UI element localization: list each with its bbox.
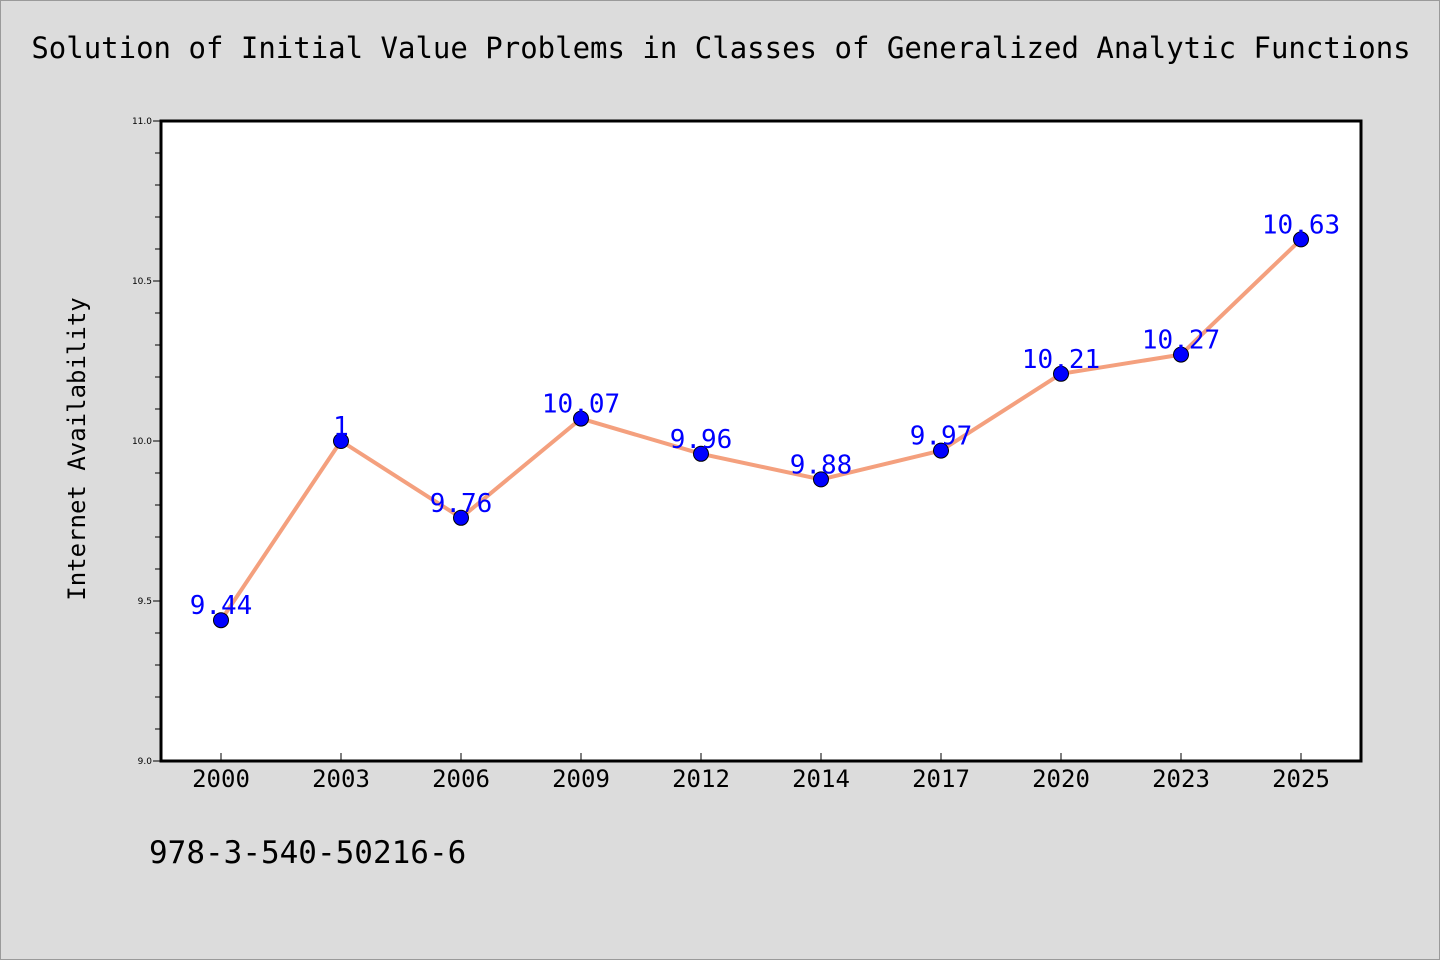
data-point — [573, 410, 589, 427]
y-tick-label: 9.5 — [138, 597, 152, 607]
x-axis: 2000 2003 2006 2009 2012 2014 2017 2020 2023 2025 — [192, 753, 1330, 793]
series-line — [219, 237, 1303, 623]
x-tick-label: 2020 — [1032, 765, 1090, 793]
data-point — [1173, 346, 1189, 363]
data-point — [333, 433, 349, 449]
plot-area — [159, 119, 1363, 763]
isbn-annotation: 978-3-540-50216-6 — [149, 835, 467, 871]
data-label: 9.76 — [430, 489, 493, 519]
y-tick-label: 10.5 — [132, 277, 152, 287]
y-axis-label: Internet Availability — [63, 297, 91, 600]
data-label: 10.27 — [1142, 326, 1220, 356]
y-axis: 9.0 9.5 10.0 10.5 11.0 — [132, 117, 161, 767]
x-tick-label: 2025 — [1272, 765, 1330, 793]
x-tick-label: 2003 — [312, 765, 370, 793]
data-point — [693, 445, 709, 462]
data-label: 10.63 — [1262, 210, 1340, 240]
data-point — [933, 442, 949, 459]
data-label: 1 — [333, 412, 349, 442]
series-layer: 9.44 1 9.76 10.07 9.96 9.88 9.97 10.21 10.27 10.6… — [190, 210, 1340, 629]
x-tick-label: 2023 — [1152, 765, 1210, 793]
data-label: 9.44 — [190, 591, 253, 621]
data-label: 9.97 — [910, 422, 973, 452]
x-tick-label: 2014 — [792, 765, 850, 793]
y-tick-label: 10.0 — [132, 437, 152, 447]
data-point — [813, 471, 829, 488]
y-tick-label: 11.0 — [132, 117, 152, 127]
x-tick-label: 2006 — [432, 765, 490, 793]
y-tick-label: 9.0 — [138, 757, 153, 767]
data-label: 9.88 — [790, 450, 853, 480]
x-tick-label: 2017 — [912, 765, 970, 793]
data-point — [1053, 365, 1069, 382]
chart-title: Solution of Initial Value Problems in Cl… — [31, 31, 1411, 65]
data-point — [1293, 231, 1309, 248]
data-label: 9.96 — [670, 425, 733, 455]
data-point — [213, 612, 229, 629]
x-tick-label: 2009 — [552, 765, 610, 793]
x-tick-label: 2000 — [192, 765, 250, 793]
x-tick-label: 2012 — [672, 765, 730, 793]
data-label: 10.21 — [1022, 345, 1100, 375]
data-label: 10.07 — [542, 390, 620, 420]
data-point — [453, 509, 469, 526]
